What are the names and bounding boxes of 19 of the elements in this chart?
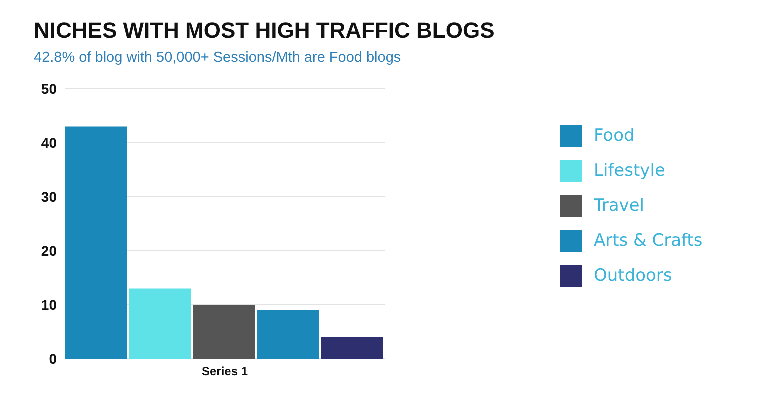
- y-tick-label: 20: [41, 242, 58, 259]
- bar: [129, 288, 191, 359]
- y-tick-label: 40: [41, 134, 58, 151]
- chart-title: NICHES WITH MOST HIGH TRAFFIC BLOGS: [34, 18, 495, 44]
- bar: [193, 305, 255, 359]
- y-tick-label: 50: [41, 80, 58, 97]
- legend-label: Travel: [594, 196, 645, 216]
- legend-label: Arts & Crafts: [594, 230, 703, 250]
- bar: [65, 126, 127, 359]
- y-tick-label: 10: [41, 296, 58, 313]
- legend-label: Outdoors: [594, 266, 672, 286]
- bar: [321, 337, 383, 359]
- legend-label: Food: [594, 126, 635, 146]
- x-tick-label: Series 1: [202, 364, 248, 379]
- bar: [257, 310, 319, 359]
- chart-subtitle: 42.8% of blog with 50,000+ Sessions/Mth are Food blogs: [34, 50, 402, 66]
- y-tick-label: 30: [41, 188, 58, 205]
- y-tick-label: 0: [49, 350, 58, 367]
- legend-label: Lifestyle: [594, 160, 666, 180]
